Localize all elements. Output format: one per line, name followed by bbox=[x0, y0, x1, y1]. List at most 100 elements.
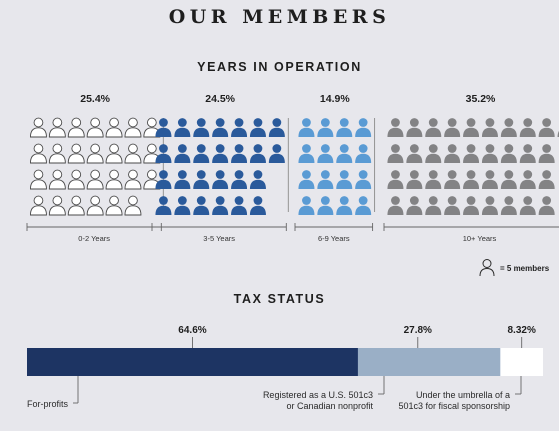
member-icon bbox=[231, 196, 248, 215]
member-icon bbox=[298, 118, 315, 137]
member-icon bbox=[298, 170, 315, 189]
page-title: OUR MEMBERS bbox=[168, 6, 391, 28]
category-label-registered-as-a-u-s-501c: or Canadian nonprofit bbox=[286, 401, 373, 411]
category-label-under-the-umbrella-of-a-: 501c3 for fiscal sponsorship bbox=[398, 401, 510, 411]
member-icon bbox=[387, 118, 404, 137]
member-icon bbox=[444, 170, 461, 189]
member-icon bbox=[105, 143, 123, 164]
member-icon bbox=[155, 196, 172, 215]
member-icon bbox=[155, 144, 172, 163]
years-chart-title: YEARS IN OPERATION bbox=[197, 60, 362, 74]
member-icon bbox=[124, 143, 142, 164]
member-icon bbox=[406, 118, 423, 137]
legend-label: = 5 members bbox=[500, 264, 550, 273]
bar-segment-for-profits bbox=[27, 348, 358, 376]
member-icon bbox=[67, 143, 85, 164]
member-icon bbox=[406, 144, 423, 163]
member-icon bbox=[249, 118, 266, 137]
member-icon bbox=[105, 195, 123, 216]
category-label-under-the-umbrella-of-a-: Under the umbrella of a bbox=[416, 390, 510, 400]
member-icon bbox=[481, 196, 498, 215]
member-icon bbox=[212, 196, 229, 215]
member-icon bbox=[212, 118, 229, 137]
category-label-0-2-years: 0-2 Years bbox=[78, 234, 110, 243]
member-icon bbox=[124, 195, 142, 216]
member-icon bbox=[519, 196, 536, 215]
member-icon bbox=[317, 144, 334, 163]
member-icon bbox=[387, 170, 404, 189]
member-icon bbox=[387, 196, 404, 215]
category-label-registered-as-a-u-s-501c: Registered as a U.S. 501c3 bbox=[263, 390, 373, 400]
member-icon bbox=[29, 143, 47, 164]
member-icon bbox=[143, 117, 161, 138]
member-icon bbox=[86, 195, 104, 216]
member-icon bbox=[86, 143, 104, 164]
member-icon bbox=[174, 144, 191, 163]
value-label-3-5-years: 24.5% bbox=[205, 93, 235, 105]
member-icon bbox=[155, 118, 172, 137]
member-icon bbox=[406, 170, 423, 189]
member-icon bbox=[174, 170, 191, 189]
value-label-10-years: 35.2% bbox=[466, 93, 496, 105]
member-icon bbox=[48, 169, 66, 190]
member-icon bbox=[519, 170, 536, 189]
member-icon bbox=[124, 117, 142, 138]
category-label-6-9-years: 6-9 Years bbox=[318, 234, 350, 243]
member-icon bbox=[231, 144, 248, 163]
member-icon bbox=[500, 144, 517, 163]
member-icon bbox=[193, 170, 210, 189]
member-icon bbox=[538, 144, 555, 163]
member-icon bbox=[249, 144, 266, 163]
value-label: 64.6% bbox=[178, 325, 206, 336]
member-icon bbox=[406, 196, 423, 215]
member-icon bbox=[336, 170, 353, 189]
member-icon bbox=[174, 118, 191, 137]
member-icon bbox=[519, 144, 536, 163]
member-icon bbox=[67, 195, 85, 216]
member-icon bbox=[317, 170, 334, 189]
member-icon bbox=[444, 196, 461, 215]
member-icon bbox=[355, 196, 372, 215]
member-icon bbox=[500, 118, 517, 137]
member-icon bbox=[231, 170, 248, 189]
member-icon bbox=[29, 169, 47, 190]
member-icon bbox=[500, 196, 517, 215]
member-icon bbox=[355, 170, 372, 189]
member-icon bbox=[463, 170, 480, 189]
value-label: 27.8% bbox=[404, 325, 432, 336]
value-label: 8.32% bbox=[508, 325, 536, 336]
value-label-6-9-years: 14.9% bbox=[320, 93, 350, 105]
member-icon bbox=[67, 117, 85, 138]
member-icon bbox=[249, 170, 266, 189]
member-icon bbox=[444, 144, 461, 163]
member-icon bbox=[425, 196, 442, 215]
member-icon bbox=[249, 196, 266, 215]
member-icon bbox=[268, 118, 285, 137]
member-icon bbox=[481, 118, 498, 137]
member-icon bbox=[336, 118, 353, 137]
member-icon bbox=[317, 196, 334, 215]
member-icon bbox=[29, 117, 47, 138]
member-icon bbox=[519, 118, 536, 137]
member-icon bbox=[67, 169, 85, 190]
member-icon bbox=[298, 196, 315, 215]
member-icon bbox=[463, 144, 480, 163]
member-icon bbox=[481, 144, 498, 163]
member-icon bbox=[463, 118, 480, 137]
member-icon bbox=[48, 143, 66, 164]
member-icon bbox=[174, 196, 191, 215]
member-icon bbox=[268, 144, 285, 163]
tax-chart-title: TAX STATUS bbox=[233, 292, 326, 306]
member-icon bbox=[425, 118, 442, 137]
member-icon bbox=[212, 144, 229, 163]
member-icon bbox=[355, 118, 372, 137]
member-icon bbox=[500, 170, 517, 189]
member-icon bbox=[317, 118, 334, 137]
legend: = 5 members bbox=[478, 258, 558, 278]
member-icon bbox=[538, 170, 555, 189]
member-icon bbox=[425, 170, 442, 189]
category-label-10-years: 10+ Years bbox=[463, 234, 497, 243]
category-label-3-5-years: 3-5 Years bbox=[203, 234, 235, 243]
bar-segment-registered-as-a-u-s-501c bbox=[357, 348, 501, 376]
member-icon bbox=[29, 195, 47, 216]
